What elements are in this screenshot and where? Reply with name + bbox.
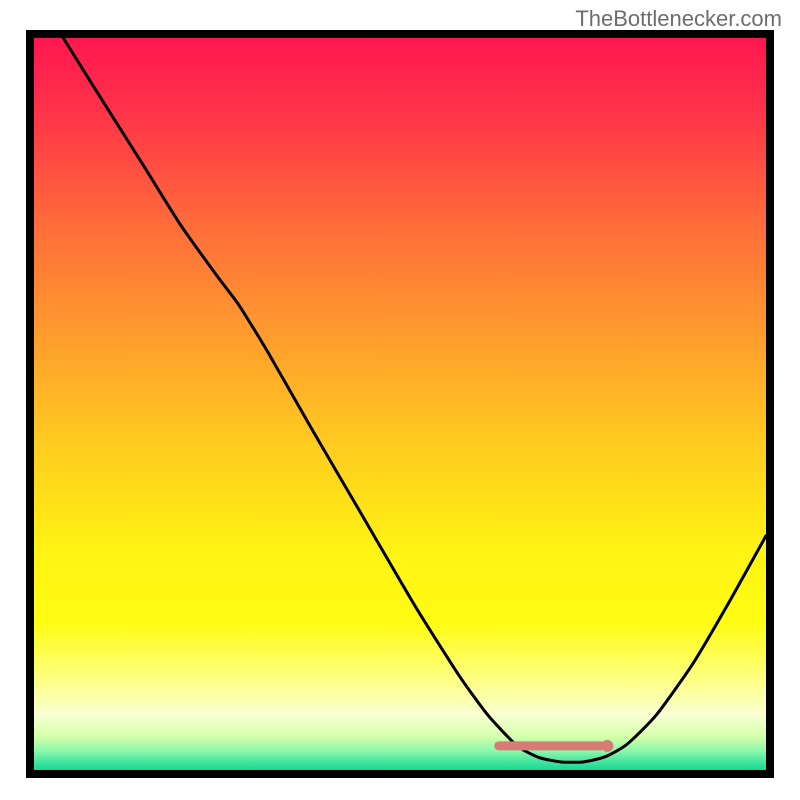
optimum-marker: [499, 740, 613, 752]
chart-background: [34, 38, 766, 770]
bottleneck-chart: [26, 30, 774, 778]
attribution-text: TheBottlenecker.com: [575, 6, 782, 32]
